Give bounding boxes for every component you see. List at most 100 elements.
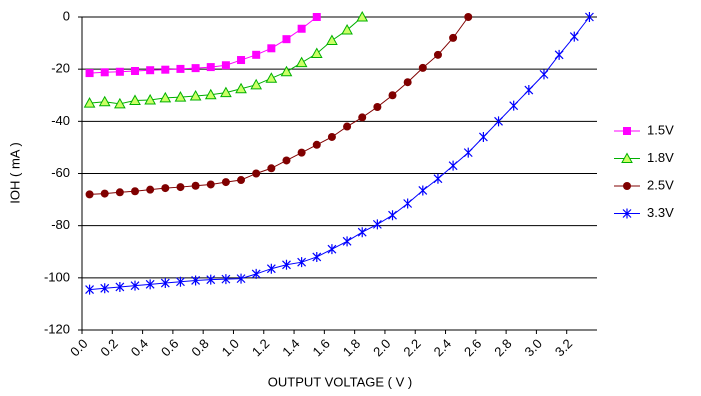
marker	[356, 10, 369, 22]
marker	[100, 68, 109, 77]
x-tick-label: 0.6	[158, 336, 181, 359]
marker	[251, 268, 261, 279]
marker	[282, 259, 291, 270]
series-line	[89, 16, 318, 74]
marker	[114, 97, 126, 109]
x-tick-label: 3.0	[522, 336, 545, 359]
marker	[252, 50, 261, 59]
marker	[115, 67, 124, 76]
marker	[297, 148, 306, 157]
marker	[115, 281, 125, 292]
marker	[267, 164, 276, 173]
marker	[191, 64, 200, 73]
marker	[312, 13, 321, 21]
marker	[310, 47, 323, 59]
marker	[358, 113, 367, 122]
marker	[343, 122, 352, 131]
marker	[403, 78, 412, 87]
marker	[464, 13, 473, 21]
marker	[282, 35, 291, 44]
y-tick-label: 0	[63, 8, 70, 23]
marker	[83, 97, 96, 108]
marker	[280, 65, 293, 77]
marker	[554, 49, 564, 60]
marker	[463, 147, 473, 158]
y-tick-label: -100	[44, 269, 70, 284]
marker	[449, 33, 458, 42]
y-tick-label: -60	[51, 165, 70, 180]
marker	[206, 274, 216, 285]
marker	[131, 66, 140, 75]
x-tick-label: 2.8	[491, 336, 514, 359]
marker	[159, 91, 172, 103]
marker	[312, 251, 322, 262]
marker	[130, 280, 140, 291]
marker	[176, 64, 185, 73]
marker	[206, 63, 215, 72]
marker	[388, 91, 397, 100]
marker	[569, 31, 579, 42]
marker	[131, 187, 140, 196]
marker	[160, 278, 170, 289]
marker	[266, 263, 276, 274]
marker	[433, 50, 442, 59]
marker	[206, 180, 215, 189]
marker	[250, 78, 263, 90]
marker	[327, 244, 337, 255]
marker	[357, 227, 367, 238]
marker	[146, 185, 155, 194]
legend-marker	[622, 208, 632, 219]
legend-label: 3.3V	[647, 205, 674, 220]
y-tick-label: -20	[51, 61, 70, 76]
marker	[418, 63, 427, 72]
marker	[373, 102, 382, 111]
marker	[341, 24, 353, 35]
marker	[144, 93, 157, 105]
marker	[282, 156, 291, 165]
marker	[146, 66, 155, 75]
x-tick-label: 1.6	[310, 336, 333, 359]
x-tick-label: 1.4	[279, 336, 302, 359]
marker	[161, 65, 170, 74]
x-axis-title: OUTPUT VOLTAGE ( V )	[268, 374, 412, 389]
x-tick-label: 0.4	[128, 336, 151, 359]
marker	[220, 86, 232, 98]
marker	[189, 90, 202, 101]
marker	[478, 131, 488, 142]
x-tick-label: 0.2	[97, 336, 120, 359]
marker	[85, 190, 94, 199]
marker	[174, 91, 187, 102]
marker	[204, 88, 217, 100]
x-tick-label: 0.8	[188, 336, 211, 359]
marker	[85, 284, 94, 295]
marker	[221, 274, 231, 285]
marker	[509, 100, 519, 111]
marker	[176, 183, 185, 192]
marker	[129, 94, 141, 105]
marker	[539, 69, 549, 80]
marker	[161, 184, 170, 193]
marker	[100, 189, 109, 198]
marker	[433, 173, 443, 184]
marker	[326, 34, 338, 45]
x-tick-label: 1.8	[340, 336, 363, 359]
marker	[448, 160, 458, 171]
marker	[388, 210, 397, 221]
y-tick-label: -80	[51, 217, 70, 232]
marker	[100, 283, 110, 294]
marker	[221, 178, 230, 187]
marker	[252, 169, 261, 178]
marker	[145, 279, 155, 290]
marker	[236, 273, 246, 284]
marker	[265, 72, 278, 83]
marker	[267, 44, 276, 53]
marker	[372, 219, 382, 230]
series-line	[89, 16, 590, 291]
x-tick-label: 2.4	[431, 336, 454, 359]
marker	[403, 198, 413, 209]
marker	[191, 275, 201, 286]
x-tick-label: 2.6	[461, 336, 484, 359]
x-tick-label: 3.2	[552, 336, 575, 359]
marker	[98, 95, 111, 107]
